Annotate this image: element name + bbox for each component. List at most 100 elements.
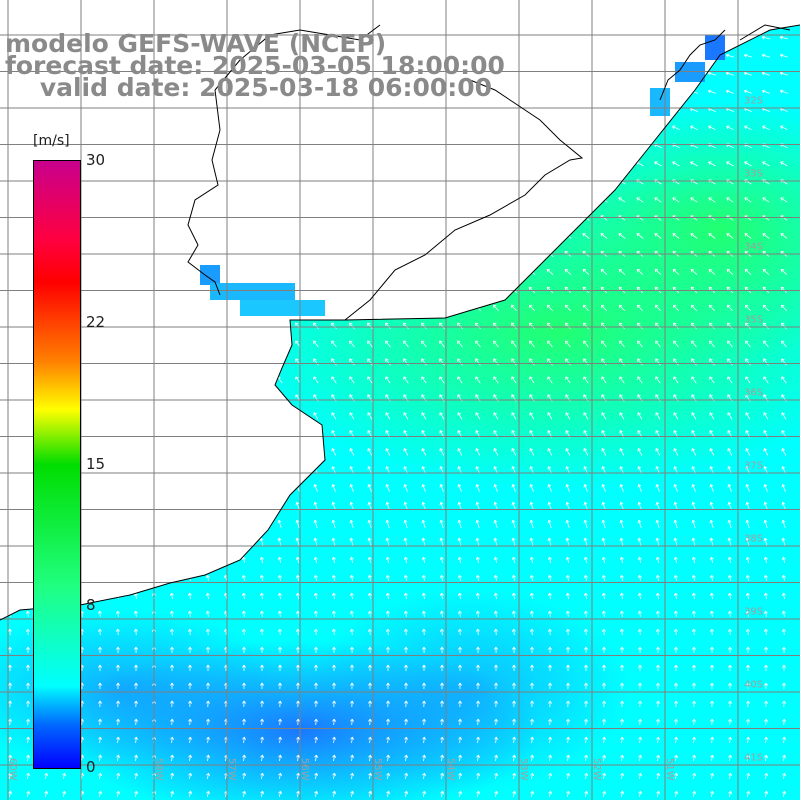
- wind-arrow: [762, 197, 770, 203]
- wind-arrow: [458, 736, 462, 744]
- wind-arrow: [691, 537, 696, 547]
- wind-arrow: [635, 89, 644, 94]
- wind-arrow: [475, 610, 480, 618]
- wind-arrow: [8, 790, 12, 797]
- wind-arrow: [260, 664, 264, 671]
- wind-arrow: [276, 233, 284, 239]
- wind-arrow: [312, 125, 320, 131]
- wind-arrow: [547, 592, 552, 600]
- wind-arrow: [205, 412, 211, 420]
- wind-arrow: [618, 233, 626, 239]
- wind-arrow: [367, 501, 372, 510]
- wind-arrow: [331, 574, 336, 581]
- wind-arrow: [710, 736, 714, 744]
- wind-arrow: [584, 682, 588, 690]
- wind-arrow: [728, 718, 732, 726]
- wind-arrow: [636, 268, 644, 275]
- wind-arrow: [241, 628, 246, 636]
- wind-arrow: [529, 519, 534, 528]
- wind-arrow: [276, 268, 284, 275]
- wind-arrow: [438, 197, 446, 203]
- wind-arrow: [476, 772, 480, 779]
- wind-arrow: [779, 89, 788, 94]
- wind-arrow: [259, 340, 265, 348]
- wind-arrow: [367, 412, 373, 420]
- wind-arrow: [115, 574, 120, 581]
- wind-arrow: [566, 718, 570, 726]
- wind-arrow: [546, 268, 554, 275]
- wind-arrow: [727, 340, 733, 348]
- wind-arrow: [727, 466, 732, 474]
- wind-arrow: [745, 358, 751, 366]
- wind-arrow: [656, 772, 660, 779]
- wind-arrow: [313, 340, 319, 348]
- wind-arrow: [169, 592, 174, 600]
- wind-arrow: [187, 340, 193, 348]
- wind-arrow: [97, 592, 102, 600]
- wind-arrow: [366, 161, 374, 167]
- wind-arrow: [476, 700, 480, 708]
- wind-arrow: [475, 466, 480, 474]
- wind-arrow: [581, 89, 590, 94]
- longitude-label: 58W: [153, 758, 164, 781]
- wind-arrow: [222, 268, 230, 275]
- wind-arrow: [133, 412, 139, 420]
- wind-arrow: [691, 610, 696, 618]
- wind-arrow: [692, 682, 696, 690]
- wind-arrow: [25, 483, 30, 492]
- wind-arrow: [349, 592, 354, 600]
- wind-arrow: [278, 682, 282, 690]
- wind-arrow: [618, 18, 626, 21]
- wind-arrow: [582, 161, 590, 167]
- longitude-label: 53W: [518, 758, 529, 781]
- wind-arrow: [493, 537, 498, 547]
- wind-arrow: [565, 483, 570, 492]
- latitude-label: 39S: [744, 606, 764, 618]
- wind-arrow: [707, 71, 716, 76]
- wind-arrow: [457, 358, 463, 366]
- wind-arrow: [385, 628, 390, 636]
- wind-arrow: [511, 466, 516, 474]
- wind-arrow: [673, 466, 678, 474]
- wind-arrow: [169, 610, 174, 618]
- wind-arrow: [402, 161, 410, 167]
- wind-arrow: [349, 466, 354, 474]
- wind-arrow: [456, 18, 464, 21]
- wind-arrow: [493, 519, 498, 528]
- wind-arrow: [781, 466, 786, 474]
- wind-arrow: [349, 610, 354, 618]
- wind-arrow: [385, 466, 390, 474]
- wind-arrow: [566, 736, 570, 744]
- wind-arrow: [761, 89, 770, 94]
- wind-arrow: [638, 646, 642, 654]
- wind-arrow: [241, 483, 246, 492]
- wind-arrow: [602, 790, 606, 797]
- wind-arrow: [206, 736, 210, 744]
- wind-arrow: [277, 537, 282, 547]
- wind-arrow: [242, 754, 246, 762]
- wind-arrow: [548, 736, 552, 744]
- wind-arrow: [690, 161, 698, 167]
- wind-arrow: [133, 501, 138, 510]
- wind-arrow: [691, 628, 696, 636]
- wind-arrow: [25, 448, 31, 456]
- wind-arrow: [763, 448, 769, 456]
- wind-arrow: [278, 646, 282, 654]
- wind-arrow: [744, 125, 752, 131]
- wind-arrow: [691, 322, 697, 330]
- wind-arrow: [744, 197, 752, 203]
- wind-arrow: [114, 233, 122, 239]
- wind-arrow: [259, 322, 265, 330]
- wind-arrow: [691, 340, 697, 348]
- wind-arrow: [24, 304, 31, 312]
- wind-arrow: [332, 718, 336, 726]
- wind-arrow: [115, 483, 120, 492]
- wind-arrow: [474, 197, 482, 203]
- wind-arrow: [384, 125, 392, 131]
- wind-arrow: [98, 718, 102, 726]
- wind-arrow: [350, 718, 354, 726]
- wind-arrow: [745, 466, 750, 474]
- wind-arrow: [205, 448, 211, 456]
- wind-arrow: [638, 754, 642, 762]
- wind-arrow: [746, 790, 750, 797]
